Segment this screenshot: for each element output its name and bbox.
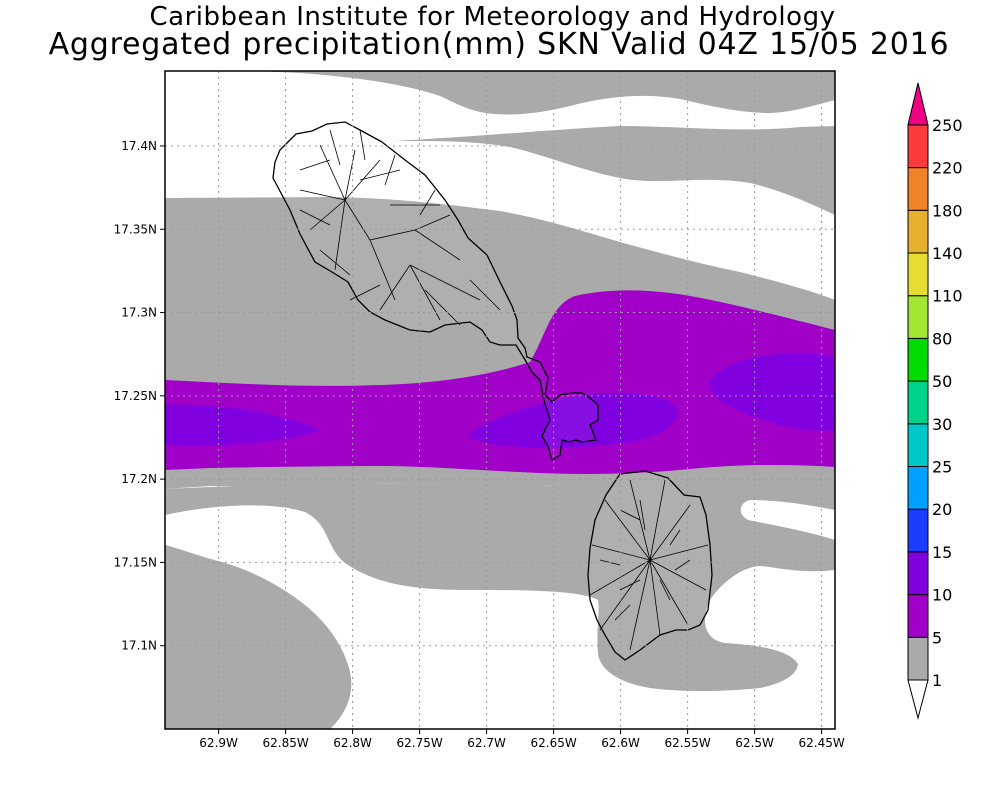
y-tick-label: 17.3N bbox=[121, 306, 157, 320]
colorbar-label: 20 bbox=[932, 500, 952, 519]
nevis-watershed-lines bbox=[589, 479, 709, 651]
precip-field bbox=[165, 71, 835, 729]
colorbar-segment bbox=[907, 337, 929, 382]
colorbar-segment bbox=[907, 252, 929, 297]
y-tick-label: 17.4N bbox=[121, 139, 157, 153]
colorbar-label: 80 bbox=[932, 329, 952, 348]
y-tick-label: 17.1N bbox=[121, 639, 157, 653]
colorbar-label: 5 bbox=[932, 628, 942, 647]
x-axis: 62.9W 62.85W 62.8W 62.75W 62.7W 62.65W 62.6W 62… bbox=[199, 729, 845, 750]
colorbar-segment bbox=[907, 594, 929, 638]
colorbar-label: 25 bbox=[932, 458, 952, 477]
x-tick-label: 62.85W bbox=[262, 736, 308, 750]
colorbar-segment bbox=[907, 466, 929, 510]
x-tick-label: 62.6W bbox=[601, 736, 640, 750]
colorbar-label: 15 bbox=[932, 543, 952, 562]
colorbar-label: 220 bbox=[932, 159, 963, 178]
precip-area-5-10 bbox=[165, 290, 835, 474]
chart-title: Caribbean Institute for Meteorology and … bbox=[149, 2, 836, 32]
colorbar-label: 140 bbox=[932, 244, 963, 263]
colorbar-label: 50 bbox=[932, 372, 952, 391]
colorbar-max-triangle bbox=[907, 82, 929, 126]
precip-area-1-5-top bbox=[248, 71, 835, 115]
chart-subtitle: Aggregated precipitation(mm) SKN Valid 0… bbox=[48, 27, 950, 62]
colorbar-segment bbox=[907, 167, 929, 211]
colorbar-segment bbox=[907, 508, 929, 553]
st-kitts-watershed-lines bbox=[299, 129, 501, 326]
colorbar-segment bbox=[907, 124, 929, 169]
colorbar-label: 180 bbox=[932, 201, 963, 220]
x-tick-label: 62.75W bbox=[396, 736, 442, 750]
colorbar-segment bbox=[907, 295, 929, 339]
x-tick-label: 62.45W bbox=[798, 736, 844, 750]
precip-area-1-5-south bbox=[165, 466, 835, 691]
colorbar-segment bbox=[907, 209, 929, 254]
x-tick-label: 62.9W bbox=[199, 736, 238, 750]
colorbar-label: 10 bbox=[932, 586, 952, 605]
precip-area-1-5-ne bbox=[395, 126, 835, 215]
y-tick-label: 17.15N bbox=[114, 555, 157, 569]
nevis-island bbox=[587, 470, 713, 661]
x-tick-label: 62.8W bbox=[333, 736, 372, 750]
colorbar-label: 250 bbox=[932, 116, 963, 135]
x-tick-label: 62.5W bbox=[735, 736, 774, 750]
st-kitts-island bbox=[272, 121, 599, 462]
colorbar-label: 30 bbox=[932, 415, 952, 434]
colorbar-segment bbox=[907, 551, 929, 596]
y-tick-label: 17.25N bbox=[114, 389, 157, 403]
colorbar-label: 110 bbox=[932, 287, 963, 306]
y-tick-label: 17.35N bbox=[114, 222, 157, 236]
x-tick-label: 62.7W bbox=[467, 736, 506, 750]
precip-area-10-15-center bbox=[469, 393, 678, 448]
plot-frame bbox=[164, 70, 836, 730]
x-tick-label: 62.55W bbox=[664, 736, 710, 750]
gridlines bbox=[165, 71, 835, 729]
colorbar-min-triangle bbox=[907, 679, 929, 720]
colorbar-label: 1 bbox=[932, 671, 942, 690]
colorbar-segment bbox=[907, 380, 929, 425]
precip-area-1-5-sw bbox=[165, 545, 352, 729]
precip-area-10-15-west bbox=[165, 404, 320, 446]
x-tick-label: 62.65W bbox=[530, 736, 576, 750]
y-tick-label: 17.2N bbox=[121, 472, 157, 486]
precip-area-10-15-east bbox=[709, 352, 835, 431]
st-kitts-coastline bbox=[272, 121, 599, 462]
colorbar-segment bbox=[907, 636, 929, 681]
y-axis: 17.4N 17.35N 17.3N 17.25N 17.2N 17.15N 17.1N bbox=[114, 139, 165, 653]
colorbar-segment bbox=[907, 423, 929, 467]
